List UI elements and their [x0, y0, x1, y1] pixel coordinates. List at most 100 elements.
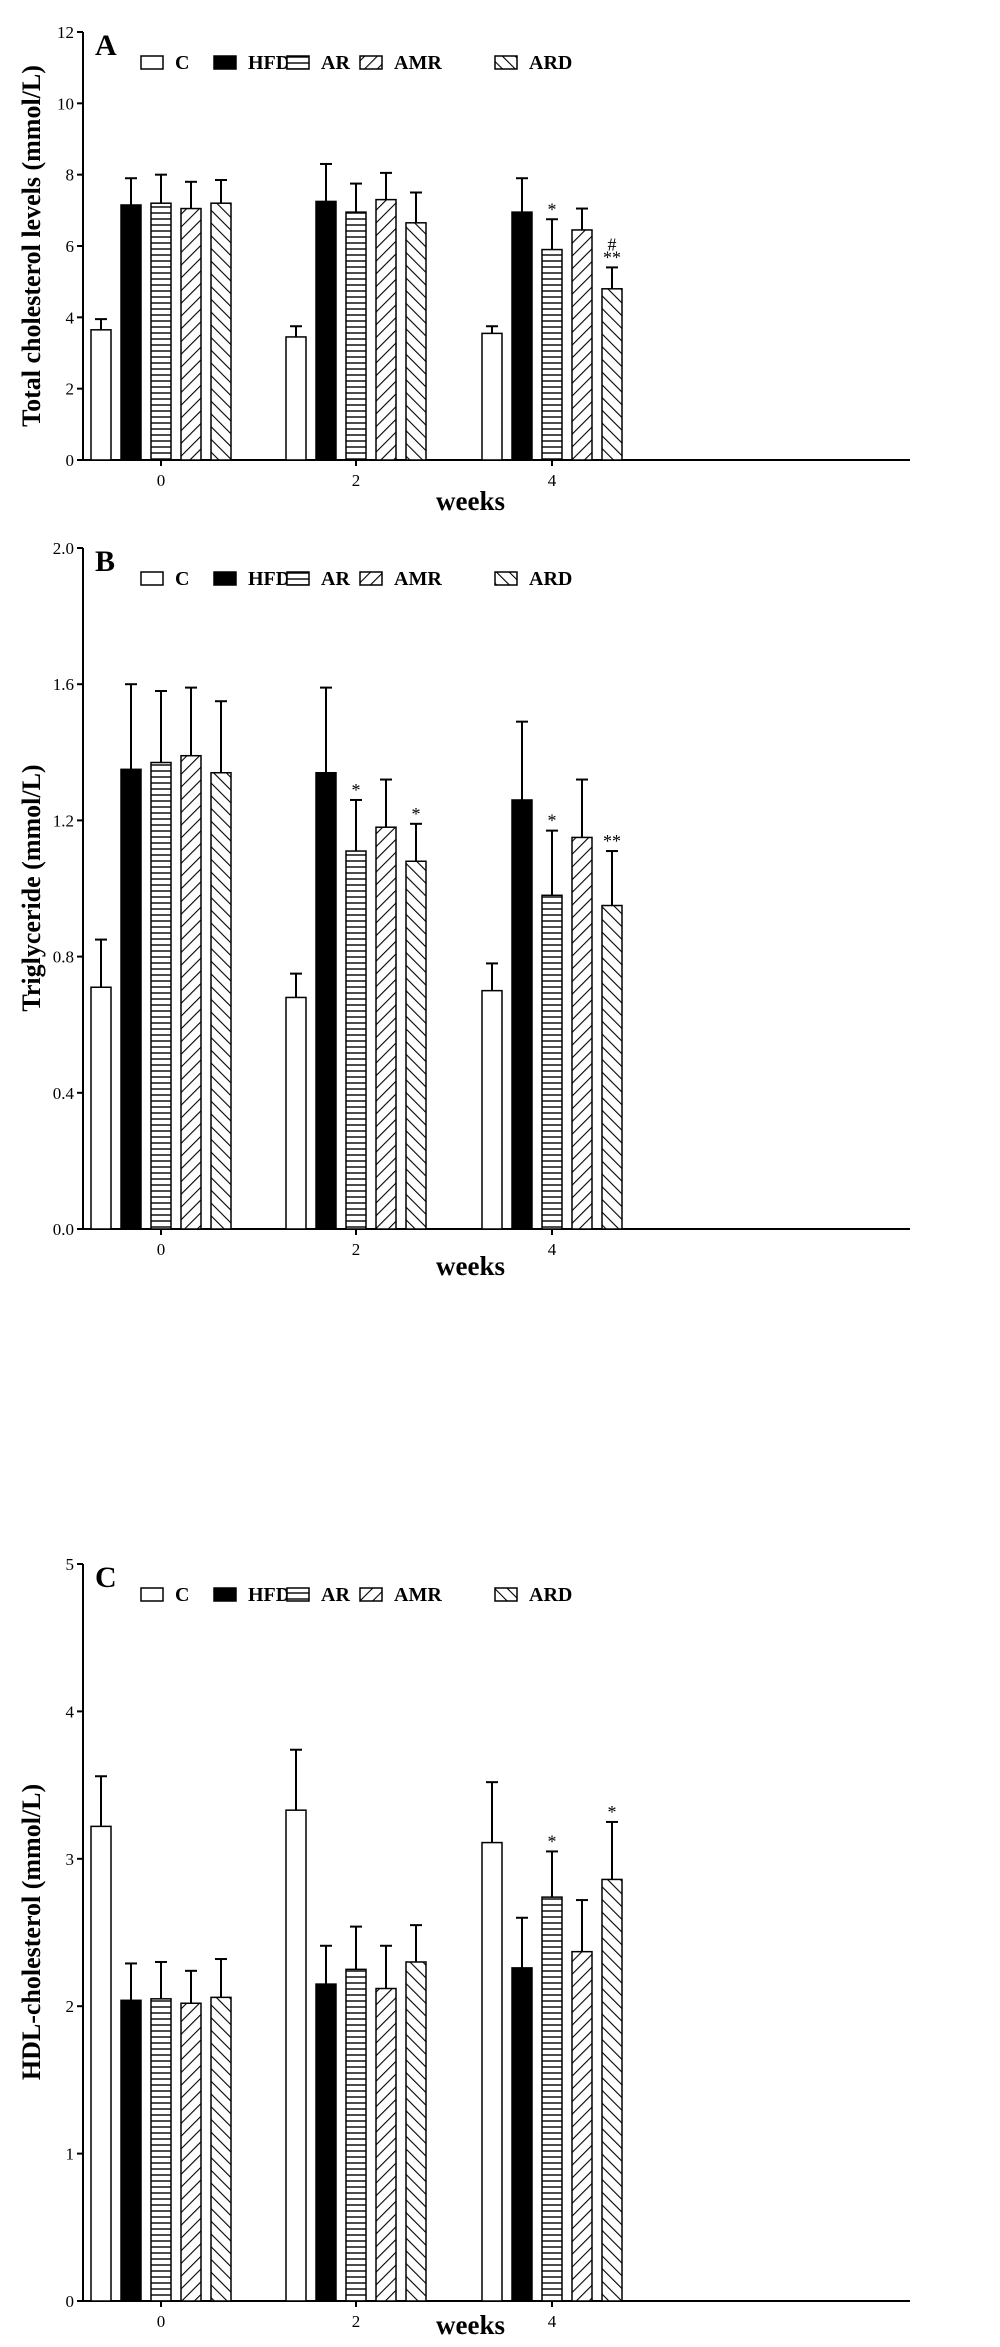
y-tick-label: 3: [66, 1850, 75, 1869]
legend-swatch: [494, 55, 518, 70]
panel-label: C: [95, 1561, 117, 1594]
bar: [120, 204, 142, 461]
bar: [285, 1809, 307, 2302]
bar: [180, 207, 202, 461]
legend-swatch: [359, 55, 383, 70]
legend-label: AR: [321, 52, 350, 74]
legend-swatch: [286, 55, 310, 70]
significance-mark: *: [412, 804, 421, 824]
legend-swatch: [286, 571, 310, 586]
legend-label: ARD: [529, 52, 572, 74]
significance-mark: *: [548, 811, 557, 831]
significance-mark: *: [352, 780, 361, 800]
x-tick-label: 4: [548, 1240, 557, 1259]
legend-swatch: [494, 571, 518, 586]
bar: [481, 1841, 503, 2302]
bar: [90, 329, 112, 461]
bar: [405, 1961, 427, 2302]
bar: [405, 222, 427, 461]
bar: [601, 288, 623, 461]
significance-mark: #: [608, 234, 617, 254]
legend-swatch: [359, 1587, 383, 1602]
chart-panel: 0.00.40.81.21.62.00 2 4*****C HFD AR AMR ARDBw…: [17, 539, 910, 1281]
legend-label: AR: [321, 1584, 350, 1606]
bar: [405, 860, 427, 1230]
bar: [210, 202, 232, 461]
bar: [541, 248, 563, 461]
y-tick-label: 4: [66, 308, 75, 327]
bar: [375, 826, 397, 1230]
bar: [511, 211, 533, 461]
bar: [210, 1996, 232, 2302]
y-tick-label: 0: [66, 2292, 75, 2311]
y-tick-label: 2: [66, 380, 75, 399]
x-tick-label: 2: [352, 471, 361, 490]
x-tick-label: 0: [157, 1240, 166, 1259]
legend-label: AMR: [394, 568, 442, 590]
bar: [601, 904, 623, 1230]
bar: [511, 799, 533, 1230]
bar: [90, 986, 112, 1230]
legend-label: C: [175, 1584, 189, 1606]
bar: [315, 771, 337, 1230]
y-tick-label: 1: [66, 2145, 75, 2164]
legend-swatch: [286, 1587, 310, 1602]
bar: [150, 761, 172, 1230]
bar: [120, 768, 142, 1230]
y-tick-label: 5: [66, 1555, 75, 1574]
y-tick-label: 0.0: [53, 1220, 74, 1239]
x-tick-label: 0: [157, 2312, 166, 2331]
bar: [120, 1999, 142, 2302]
significance-mark: **: [603, 831, 621, 851]
bar: [315, 200, 337, 461]
significance-mark: **: [603, 247, 621, 267]
bar: [150, 1998, 172, 2302]
x-tick-label: 2: [352, 2312, 361, 2331]
bar: [180, 2002, 202, 2302]
x-tick-label: 2: [352, 1240, 361, 1259]
y-tick-label: 8: [66, 166, 75, 185]
legend-swatch: [494, 1587, 518, 1602]
bar: [601, 1878, 623, 2302]
legend-swatch: [213, 55, 237, 70]
y-tick-label: 2: [66, 1997, 75, 2016]
bar: [375, 198, 397, 461]
y-tick-label: 0: [66, 451, 75, 470]
bar: [150, 202, 172, 461]
bar: [285, 336, 307, 461]
bar: [571, 1950, 593, 2302]
significance-mark: *: [548, 199, 557, 219]
y-tick-label: 6: [66, 237, 75, 256]
significance-mark: *: [548, 1831, 557, 1851]
bar: [285, 996, 307, 1230]
significance-mark: *: [608, 1802, 617, 1822]
legend-swatch: [140, 55, 164, 70]
legend-swatch: [140, 1587, 164, 1602]
legend-label: HFD: [248, 1584, 290, 1606]
y-tick-label: 1.6: [53, 675, 74, 694]
legend-label: AR: [321, 568, 350, 590]
y-axis-title: HDL-cholesterol (mmol/L): [17, 1784, 46, 2080]
bar: [541, 1896, 563, 2302]
y-tick-label: 1.2: [53, 811, 74, 830]
legend-swatch: [213, 571, 237, 586]
bar: [375, 1987, 397, 2302]
bar: [90, 1825, 112, 2302]
y-tick-label: 0.4: [53, 1084, 75, 1103]
bar: [345, 850, 367, 1230]
legend-label: C: [175, 52, 189, 74]
legend-swatch: [359, 571, 383, 586]
y-axis-title: Total cholesterol levels (mmol/L): [17, 65, 46, 427]
legend-label: HFD: [248, 568, 290, 590]
bar: [511, 1967, 533, 2302]
legend-swatch: [213, 1587, 237, 1602]
bar: [481, 989, 503, 1230]
legend-swatch: [140, 571, 164, 586]
bar: [481, 332, 503, 461]
legend-label: ARD: [529, 1584, 572, 1606]
legend-label: HFD: [248, 52, 290, 74]
bar: [345, 1968, 367, 2302]
bar: [571, 229, 593, 461]
